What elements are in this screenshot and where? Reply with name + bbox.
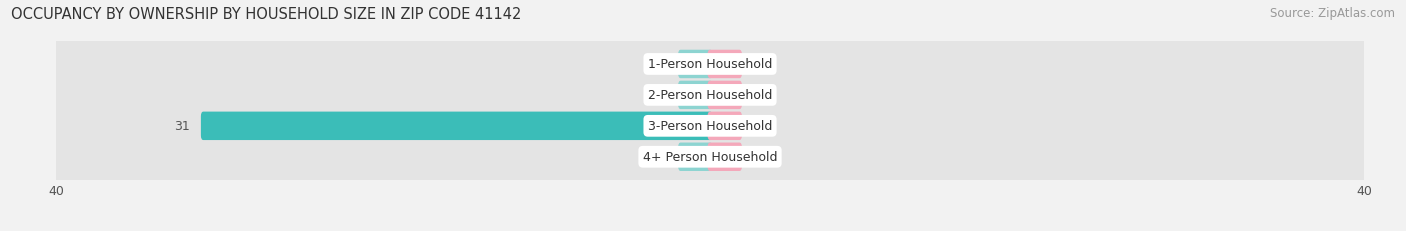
Text: 0: 0 <box>659 58 668 71</box>
FancyBboxPatch shape <box>707 51 742 79</box>
FancyBboxPatch shape <box>201 112 713 140</box>
Text: 1-Person Household: 1-Person Household <box>648 58 772 71</box>
Text: 0: 0 <box>659 151 668 164</box>
FancyBboxPatch shape <box>678 51 713 79</box>
Text: 0: 0 <box>752 89 761 102</box>
FancyBboxPatch shape <box>52 123 1368 191</box>
FancyBboxPatch shape <box>52 61 1368 130</box>
Text: Source: ZipAtlas.com: Source: ZipAtlas.com <box>1270 7 1395 20</box>
FancyBboxPatch shape <box>52 92 1368 160</box>
FancyBboxPatch shape <box>52 31 1368 99</box>
FancyBboxPatch shape <box>678 81 713 110</box>
Text: 2-Person Household: 2-Person Household <box>648 89 772 102</box>
FancyBboxPatch shape <box>707 81 742 110</box>
FancyBboxPatch shape <box>678 143 713 171</box>
Text: 3-Person Household: 3-Person Household <box>648 120 772 133</box>
Text: 0: 0 <box>752 151 761 164</box>
Text: 0: 0 <box>752 120 761 133</box>
Text: 31: 31 <box>174 120 190 133</box>
FancyBboxPatch shape <box>707 112 742 140</box>
Text: 0: 0 <box>752 58 761 71</box>
FancyBboxPatch shape <box>707 143 742 171</box>
Text: OCCUPANCY BY OWNERSHIP BY HOUSEHOLD SIZE IN ZIP CODE 41142: OCCUPANCY BY OWNERSHIP BY HOUSEHOLD SIZE… <box>11 7 522 22</box>
Text: 4+ Person Household: 4+ Person Household <box>643 151 778 164</box>
Text: 0: 0 <box>659 89 668 102</box>
